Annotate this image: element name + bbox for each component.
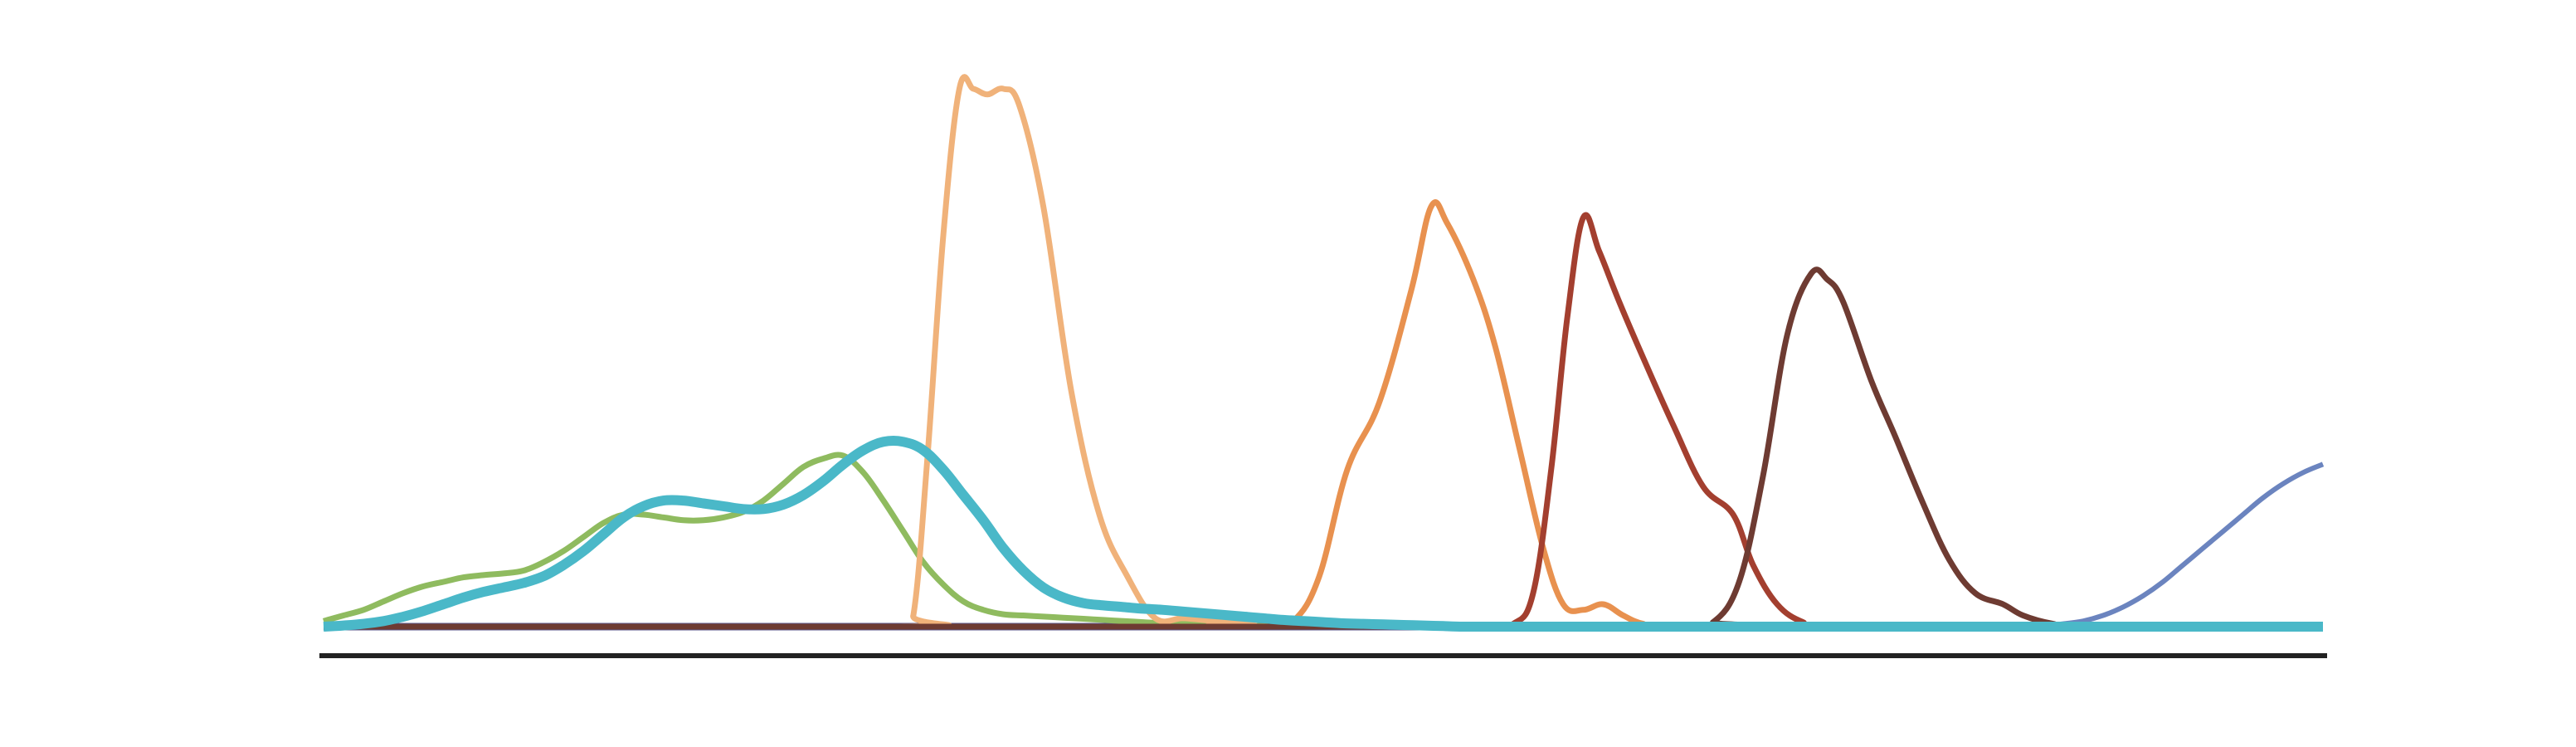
series-line-8 — [323, 435, 2323, 632]
series-line-3 — [322, 452, 2323, 630]
series-line-2 — [324, 461, 2325, 629]
series-group — [322, 74, 2325, 632]
series-line-4 — [324, 74, 2323, 630]
series-line-5 — [324, 199, 2323, 630]
